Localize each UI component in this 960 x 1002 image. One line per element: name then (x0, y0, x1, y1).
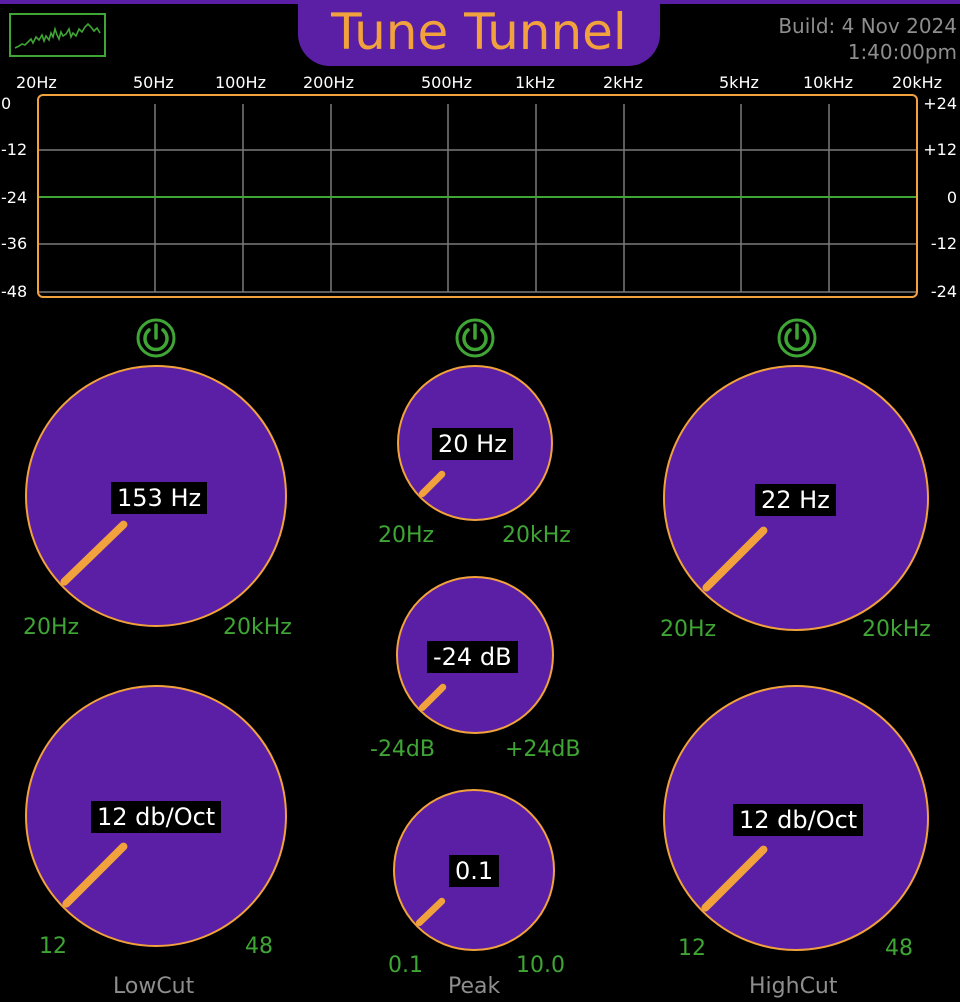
db-label-left: -36 (1, 234, 28, 253)
highcut-slope-min: 12 (678, 936, 706, 961)
power-icon (455, 318, 495, 358)
lowcut-freq-knob[interactable]: 153 Hz (25, 365, 287, 627)
peak-gain-max: +24dB (505, 737, 581, 762)
peak-quality-min: 0.1 (388, 953, 423, 978)
highcut-freq-max: 20kHz (862, 617, 931, 642)
highcut-freq-knob[interactable]: 22 Hz (663, 365, 929, 631)
spectrum-logo-icon (9, 13, 106, 57)
freq-label: 2kHz (603, 73, 643, 92)
build-info: Build: 4 Nov 2024 1:40:00pm (778, 13, 957, 65)
db-label-left: -24 (1, 188, 28, 207)
lowcut-freq-min: 20Hz (23, 615, 80, 640)
freq-label: 20kHz (892, 73, 943, 92)
lowcut-freq-max: 20kHz (223, 615, 292, 640)
lowcut-slope-knob[interactable]: 12 db/Oct (25, 685, 287, 947)
highcut-power-button[interactable] (776, 317, 818, 363)
freq-label: 1kHz (515, 73, 555, 92)
highcut-freq-min: 20Hz (660, 617, 717, 642)
app-title: Tune Tunnel (331, 3, 627, 61)
peak-freq-value: 20 Hz (432, 428, 513, 460)
lowcut-slope-max: 48 (245, 934, 273, 959)
db-label-left: -48 (1, 282, 28, 301)
lowcut-label: LowCut (113, 974, 195, 999)
db-label-right: 0 (946, 188, 957, 207)
power-icon (777, 318, 817, 358)
db-label-right: -24 (930, 282, 957, 301)
lowcut-slope-min: 12 (39, 934, 67, 959)
peak-label: Peak (448, 974, 501, 999)
freq-label: 50Hz (133, 73, 174, 92)
highcut-slope-knob[interactable]: 12 db/Oct (663, 685, 929, 951)
db-label-right: +24 (923, 94, 957, 113)
freq-label: 5kHz (719, 73, 759, 92)
lowcut-power-button[interactable] (135, 317, 177, 363)
peak-quality-value: 0.1 (449, 855, 500, 887)
db-label-left: 0 (1, 94, 12, 113)
peak-gain-min: -24dB (370, 737, 435, 762)
highcut-label: HighCut (749, 974, 838, 999)
peak-freq-knob[interactable]: 20 Hz (397, 365, 553, 521)
peak-freq-min: 20Hz (378, 523, 435, 548)
power-icon (136, 318, 176, 358)
peak-freq-max: 20kHz (502, 523, 571, 548)
peak-quality-knob[interactable]: 0.1 (393, 789, 555, 951)
freq-label: 20Hz (16, 73, 57, 92)
peak-gain-knob[interactable]: -24 dB (396, 576, 554, 734)
db-label-right: -12 (930, 234, 957, 253)
response-curve-display (37, 94, 918, 298)
build-time: 1:40:00pm (847, 40, 957, 64)
lowcut-slope-value: 12 db/Oct (91, 801, 222, 833)
freq-label: 10kHz (803, 73, 854, 92)
lowcut-freq-value: 153 Hz (111, 482, 208, 514)
freq-label: 500Hz (421, 73, 472, 92)
db-label-right: +12 (923, 140, 957, 159)
freq-label: 200Hz (303, 73, 354, 92)
highcut-slope-value: 12 db/Oct (733, 804, 864, 836)
highcut-freq-value: 22 Hz (755, 484, 836, 516)
grid-lines (39, 104, 916, 293)
peak-power-button[interactable] (454, 317, 496, 363)
peak-gain-value: -24 dB (427, 641, 518, 673)
build-date: Build: 4 Nov 2024 (778, 14, 957, 38)
highcut-slope-max: 48 (885, 936, 913, 961)
title-tab: Tune Tunnel (298, 0, 660, 66)
freq-label: 100Hz (215, 73, 266, 92)
peak-quality-max: 10.0 (516, 953, 565, 978)
db-label-left: -12 (1, 140, 28, 159)
